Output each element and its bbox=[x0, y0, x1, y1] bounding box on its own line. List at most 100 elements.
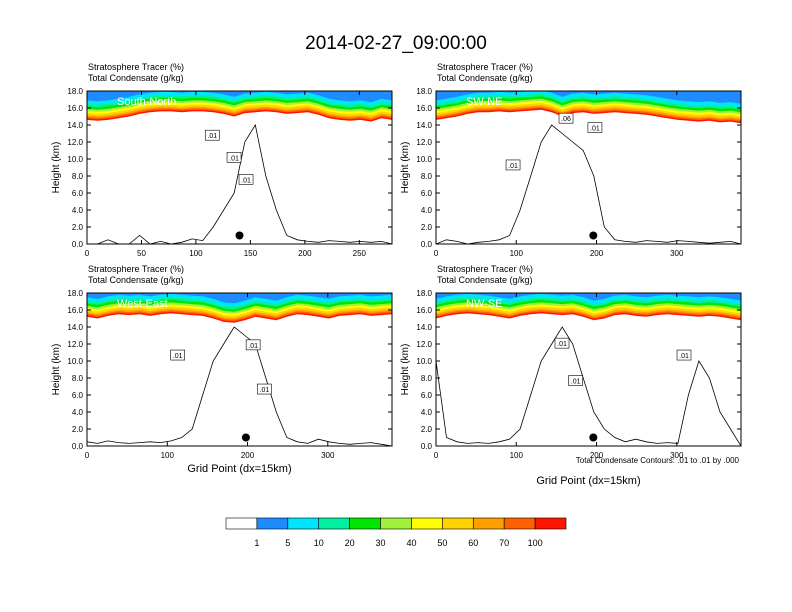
contour-label-1: .01 bbox=[248, 343, 258, 350]
panel-title-line1: Stratosphere Tracer (%) bbox=[437, 62, 533, 72]
y-tick-label: 18.0 bbox=[416, 289, 432, 298]
contour-footnote: Total Condensate Contours: .01 to .01 by… bbox=[576, 456, 740, 465]
y-tick-label: 14.0 bbox=[67, 121, 83, 130]
y-tick-label: 6.0 bbox=[72, 189, 84, 198]
y-tick-label: 16.0 bbox=[67, 104, 83, 113]
y-tick-label: 8.0 bbox=[72, 374, 84, 383]
y-tick-label: 12.0 bbox=[416, 340, 432, 349]
x-tick-label: 200 bbox=[590, 451, 604, 460]
figure-title: 2014-02-27_09:00:00 bbox=[305, 33, 487, 54]
contour-label-box bbox=[204, 129, 220, 141]
panel-title-line2: Total Condensate (g/kg) bbox=[437, 73, 533, 83]
panel-south-north: .01 .01 .01 South-North 0.0 2.0 4.0 6.0 8.0 10.0 1… bbox=[51, 62, 393, 258]
plot-frame bbox=[435, 292, 742, 447]
y-tick-label: 10.0 bbox=[67, 357, 83, 366]
panel-title-line1: Stratosphere Tracer (%) bbox=[88, 62, 184, 72]
y-tick-label: 6.0 bbox=[421, 189, 433, 198]
contour-label-box bbox=[170, 349, 185, 361]
colorbar-box-9 bbox=[503, 517, 536, 530]
colorbar-box-8 bbox=[472, 517, 505, 530]
colorbar-box-6 bbox=[411, 517, 443, 530]
colorbar-label-50: 50 bbox=[437, 538, 447, 548]
x-axis-label: Grid Point (dx=15km) bbox=[187, 463, 291, 475]
panel-title-line2: Total Condensate (g/kg) bbox=[88, 73, 184, 83]
y-tick-label: 12.0 bbox=[67, 138, 83, 147]
location-marker bbox=[241, 433, 250, 442]
x-tick-label: 300 bbox=[321, 451, 335, 460]
x-tick-label: 0 bbox=[85, 451, 90, 460]
colorbar-box-1 bbox=[256, 517, 289, 530]
x-tick-label: 200 bbox=[298, 249, 312, 258]
panel-label: NW-SE bbox=[466, 298, 502, 310]
x-tick-label: 200 bbox=[241, 451, 255, 460]
y-tick-label: 0.0 bbox=[72, 442, 84, 451]
x-tick-label: 100 bbox=[510, 249, 524, 258]
colorbar-label-30: 30 bbox=[376, 538, 386, 548]
x-tick-label: 0 bbox=[434, 451, 439, 460]
colorbar-label-5: 5 bbox=[285, 538, 290, 548]
y-axis-label: Height (km) bbox=[51, 142, 62, 194]
y-tick-label: 10.0 bbox=[67, 155, 83, 164]
contour-label-1: .01 bbox=[229, 155, 239, 162]
colorbar-box-2 bbox=[287, 517, 320, 530]
x-tick-label: 300 bbox=[670, 249, 684, 258]
condensate-contour bbox=[436, 326, 741, 446]
contour-label-1: .01 bbox=[571, 379, 581, 386]
contour-label-box bbox=[245, 339, 261, 351]
x-tick-label: 100 bbox=[510, 451, 524, 460]
contour-label-0: .01 bbox=[557, 341, 567, 348]
x-tick-label: 250 bbox=[353, 249, 367, 258]
x-tick-label: 0 bbox=[434, 249, 439, 258]
x-tick-label: 150 bbox=[244, 249, 258, 258]
y-axis-label: Height (km) bbox=[51, 344, 62, 396]
y-axis-label: Height (km) bbox=[400, 344, 411, 396]
contour-label-box bbox=[558, 112, 574, 124]
y-tick-label: 4.0 bbox=[72, 206, 84, 215]
x-tick-label: 200 bbox=[590, 249, 604, 258]
panels: .01 .01 .01 South-North 0.0 2.0 4.0 6.0 8.0 10.0 1… bbox=[51, 62, 742, 487]
tracer-band-1 bbox=[436, 293, 741, 301]
y-tick-label: 18.0 bbox=[67, 87, 83, 96]
y-tick-label: 4.0 bbox=[421, 408, 433, 417]
x-tick-label: 100 bbox=[161, 451, 175, 460]
colorbar-box-10 bbox=[534, 517, 567, 530]
y-tick-label: 2.0 bbox=[421, 425, 433, 434]
contour-label-box bbox=[226, 152, 242, 163]
y-axis-label: Height (km) bbox=[400, 142, 411, 194]
x-tick-label: 50 bbox=[137, 249, 146, 258]
x-axis-label: Grid Point (dx=15km) bbox=[536, 475, 640, 487]
colorbar-label-60: 60 bbox=[468, 538, 478, 548]
contour-label-2: .01 bbox=[679, 353, 689, 360]
contour-label-box bbox=[554, 337, 570, 349]
panel-title-line2: Total Condensate (g/kg) bbox=[88, 275, 184, 285]
colorbar-box-7 bbox=[442, 517, 474, 530]
colorbar: 1 5 10 20 30 40 50 60 70 100 bbox=[225, 517, 567, 548]
y-tick-label: 10.0 bbox=[416, 155, 432, 164]
y-tick-label: 2.0 bbox=[421, 223, 433, 232]
panel-title-line1: Stratosphere Tracer (%) bbox=[437, 264, 533, 274]
y-tick-label: 14.0 bbox=[67, 323, 83, 332]
contour-label-box bbox=[568, 375, 583, 386]
y-tick-label: 10.0 bbox=[416, 357, 432, 366]
y-tick-label: 16.0 bbox=[416, 104, 432, 113]
contour-label-box bbox=[587, 122, 603, 133]
contour-label-1: .01 bbox=[590, 126, 600, 133]
y-tick-label: 12.0 bbox=[67, 340, 83, 349]
plot-frame bbox=[86, 292, 393, 447]
x-tick-label: 300 bbox=[670, 451, 684, 460]
panel-sw-ne: .06 .01 .01 SW-NE 0.0 2.0 4.0 6.0 8.0 10.0 12.0 14.… bbox=[400, 62, 742, 258]
plot-area: .01 .01 .01 bbox=[87, 91, 392, 244]
y-tick-label: 4.0 bbox=[72, 408, 84, 417]
contour-label-0: .06 bbox=[561, 116, 571, 123]
y-tick-label: 8.0 bbox=[421, 374, 433, 383]
contour-label-2: .01 bbox=[260, 387, 270, 394]
panel-label: South-North bbox=[117, 96, 176, 108]
contour-label-box bbox=[238, 174, 254, 185]
colorbar-label-10: 10 bbox=[314, 538, 324, 548]
y-tick-label: 14.0 bbox=[416, 121, 432, 130]
condensate-contour bbox=[436, 124, 741, 244]
contour-label-box bbox=[505, 159, 521, 171]
y-tick-label: 8.0 bbox=[72, 172, 84, 181]
colorbar-box-4 bbox=[349, 517, 381, 530]
y-tick-label: 16.0 bbox=[416, 306, 432, 315]
